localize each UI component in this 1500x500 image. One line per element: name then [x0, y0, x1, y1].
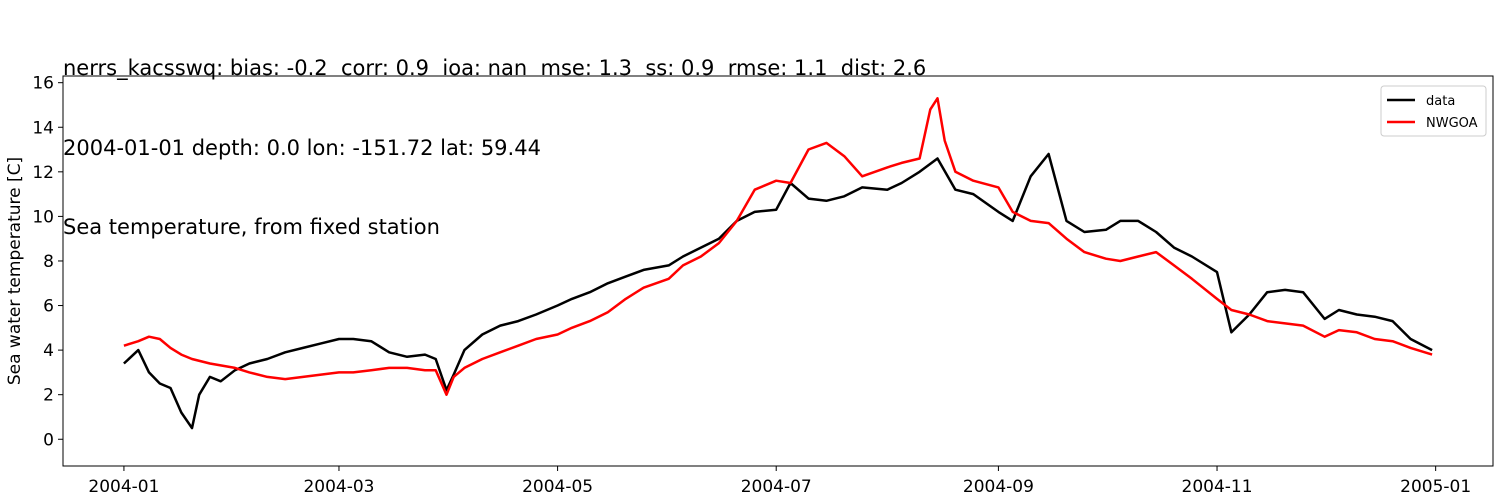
- series-line-data: [123, 152, 1433, 430]
- title-line-2: 2004-01-01 depth: 0.0 lon: -151.72 lat: …: [63, 135, 541, 160]
- x-tick-label: 2004-09: [963, 477, 1034, 497]
- y-tick-label: 0: [43, 430, 54, 450]
- y-tick-label: 12: [32, 163, 54, 183]
- x-tick-label: 2004-03: [303, 477, 374, 497]
- x-tick-label: 2004-05: [522, 477, 593, 497]
- x-tick-label: 2004-01: [88, 477, 159, 497]
- axes-frame: [62, 75, 1494, 467]
- series-layer: [123, 97, 1433, 430]
- y-tick-label: 6: [43, 297, 54, 317]
- legend-label-nwgoa: NWGOA: [1426, 116, 1478, 131]
- series-line-nwgoa: [123, 97, 1433, 396]
- y-axis-label: Sea water temperature [C]: [5, 157, 25, 385]
- x-axis: 2004-01 2004-03 2004-05 2004-07 2004-09 2004-…: [88, 466, 1471, 497]
- y-tick-label: 4: [43, 341, 54, 361]
- y-axis: 0 2 4 6 8 10 12 14 16: [32, 74, 63, 450]
- legend-box: [1380, 85, 1487, 137]
- x-tick-label: 2004-07: [741, 477, 812, 497]
- title-line-3: Sea temperature, from fixed station: [63, 215, 440, 239]
- y-tick-label: 16: [32, 74, 54, 94]
- y-tick-label: 10: [32, 207, 54, 227]
- y-tick-label: 14: [32, 118, 54, 138]
- x-tick-label: 2004-11: [1182, 477, 1253, 497]
- y-tick-label: 8: [43, 252, 54, 272]
- legend: data NWGOA: [1380, 85, 1487, 137]
- x-tick-label: 2005-01: [1400, 477, 1471, 497]
- y-tick-label: 2: [43, 386, 54, 406]
- legend-label-data: data: [1426, 94, 1455, 109]
